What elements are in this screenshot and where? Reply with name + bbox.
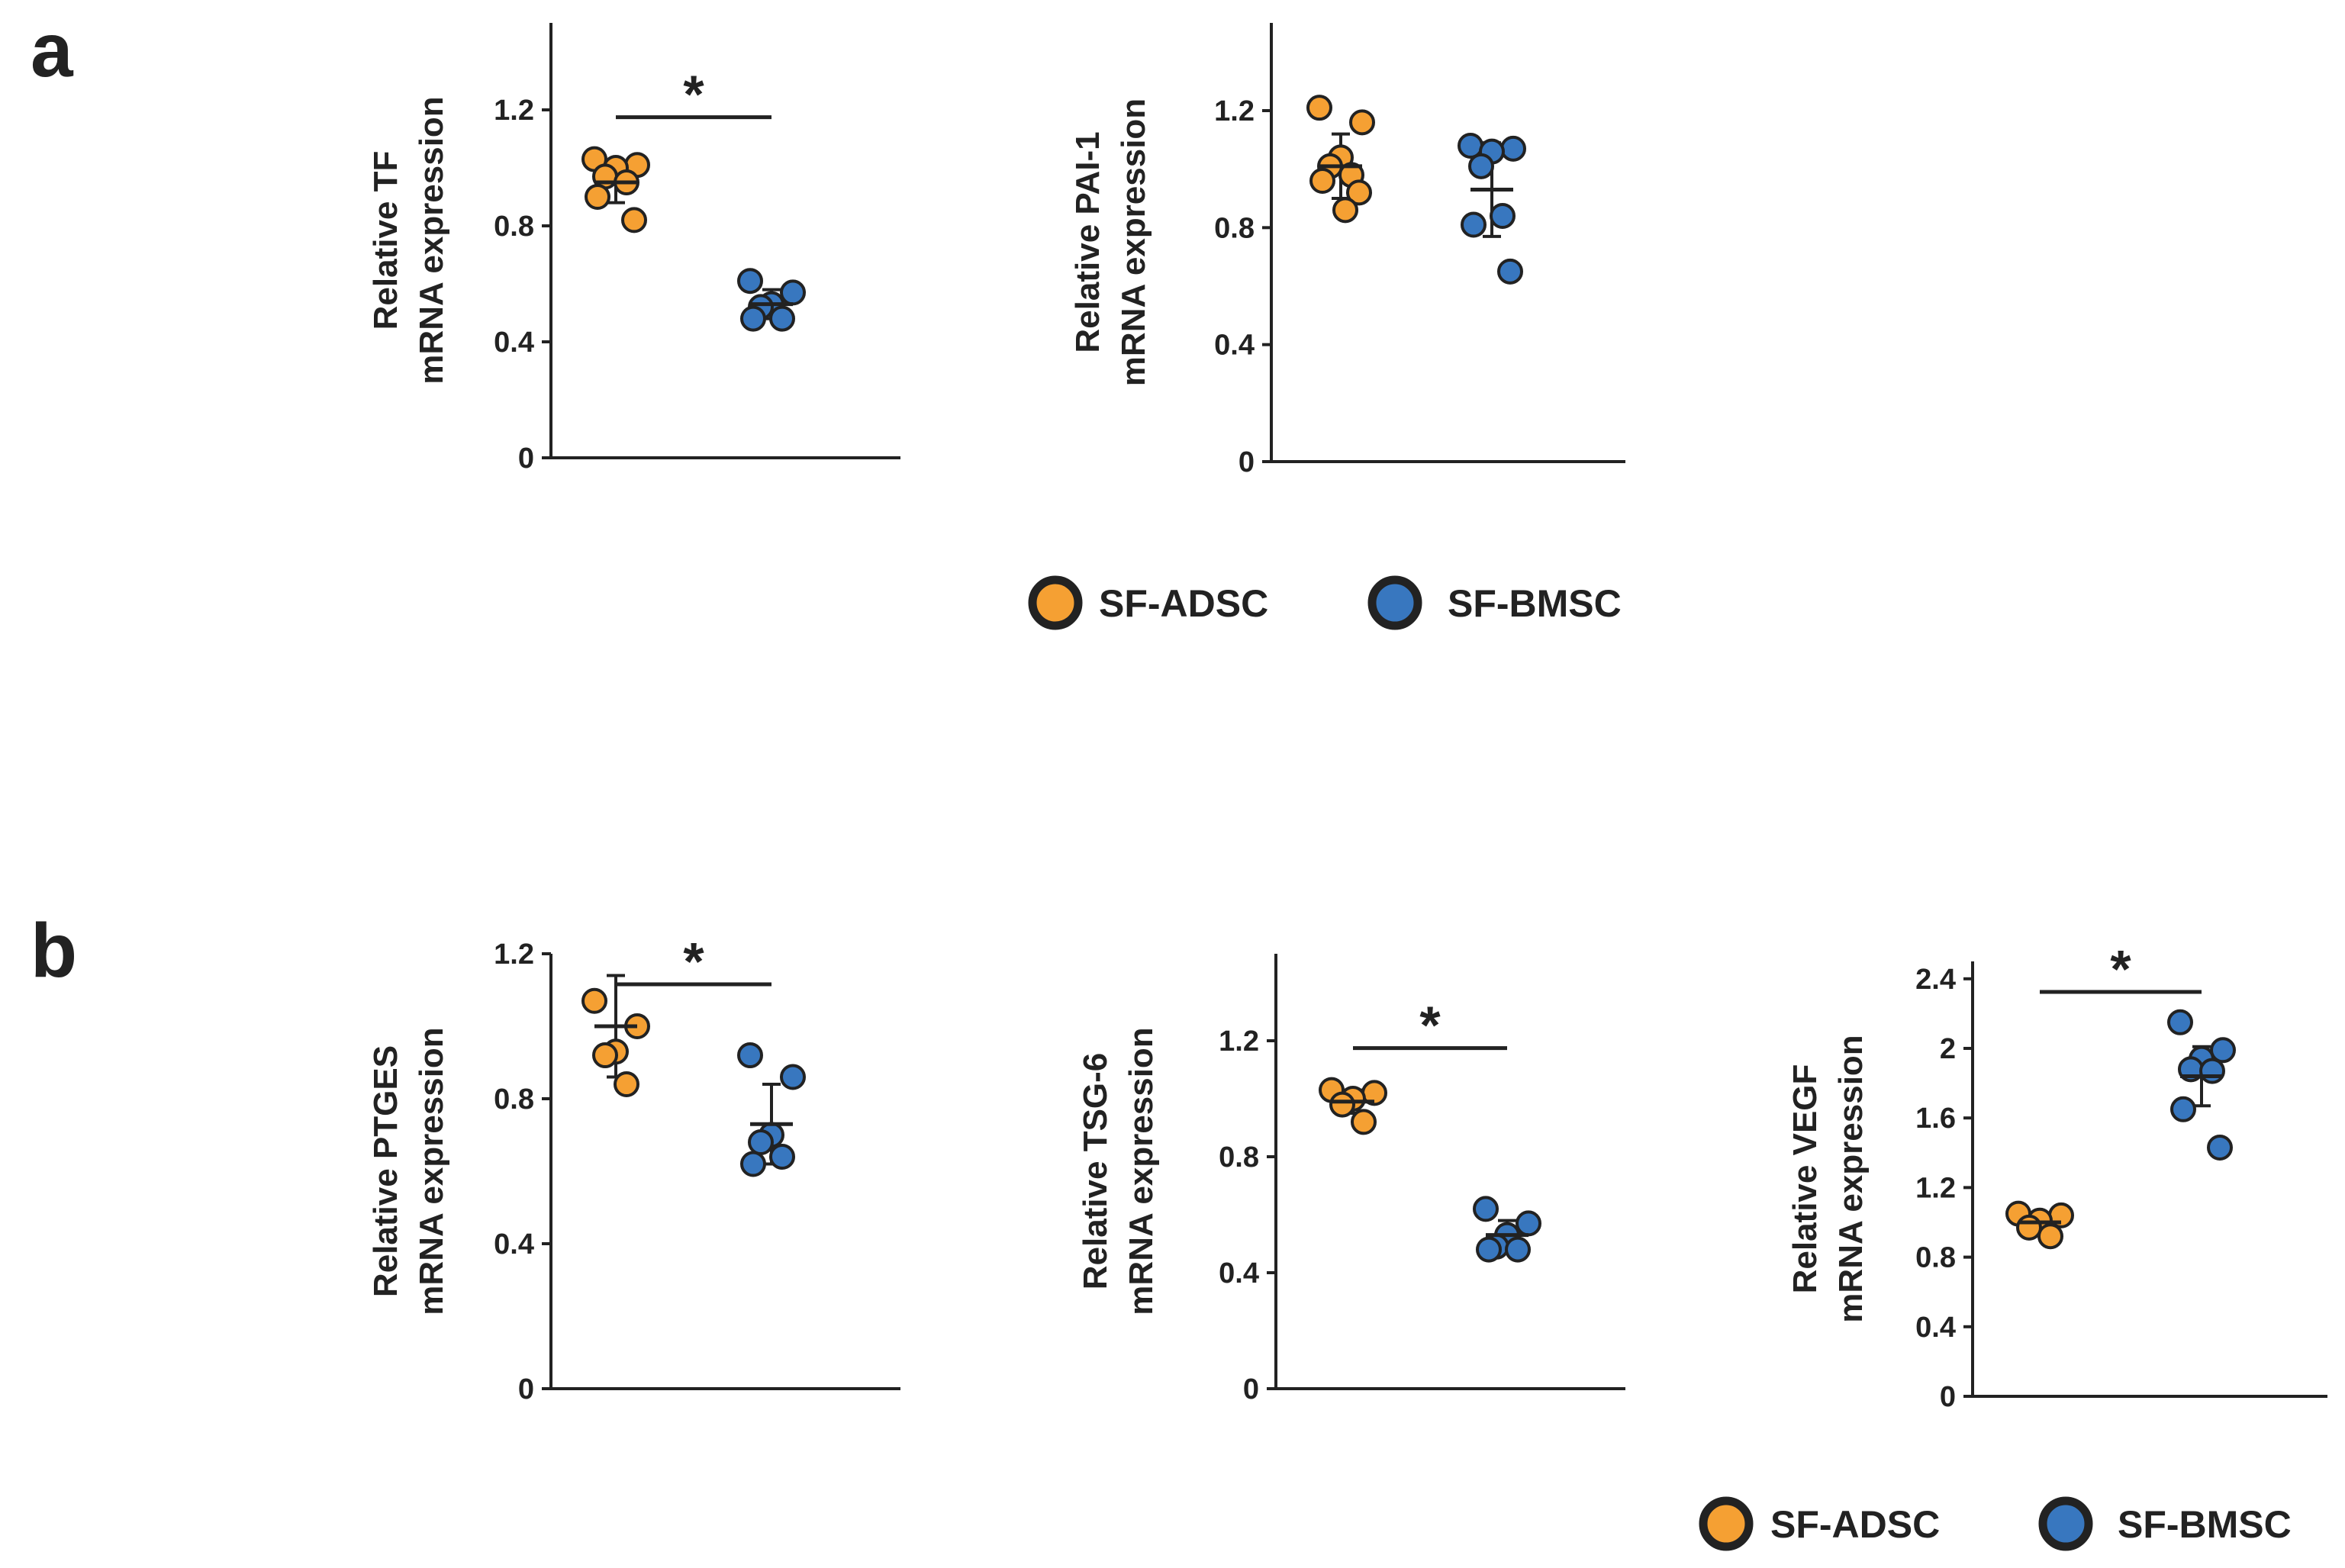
point-sf-adsc bbox=[1329, 1091, 1355, 1118]
legend-marker-sf-bmsc bbox=[2038, 1496, 2093, 1551]
point-sf-bmsc bbox=[1473, 1196, 1499, 1222]
y-tick-label: 0.4 bbox=[494, 1228, 534, 1261]
point-sf-bmsc bbox=[737, 268, 763, 295]
point-sf-bmsc bbox=[1505, 1236, 1531, 1263]
legend-marker-sf-adsc bbox=[1699, 1496, 1754, 1551]
point-sf-bmsc bbox=[1476, 1236, 1502, 1263]
point-sf-bmsc bbox=[769, 1144, 795, 1170]
y-tick-label: 0 bbox=[1243, 1373, 1259, 1405]
y-axis-label: Relative PAI-1 bbox=[1069, 131, 1106, 353]
y-axis-label: Relative TF bbox=[367, 151, 404, 330]
y-tick-label: 0.4 bbox=[1214, 330, 1255, 362]
point-sf-adsc bbox=[2037, 1223, 2063, 1250]
y-tick-label: 2 bbox=[1940, 1033, 1956, 1065]
chart-4: 0 0.4 0.8 1.2 Relative TSG-6 mRNA expression * bbox=[1077, 954, 1625, 1405]
legend-top: SF-ADSC SF-BMSC bbox=[1028, 575, 1622, 630]
point-sf-bmsc bbox=[2199, 1058, 2225, 1084]
y-tick-label: 0.8 bbox=[494, 211, 534, 243]
point-sf-adsc bbox=[1306, 95, 1332, 121]
y-axis-label: mRNA expression bbox=[413, 1027, 450, 1315]
legend-bottom: SF-ADSC SF-BMSC bbox=[1699, 1496, 2292, 1551]
y-axis-label: mRNA expression bbox=[1115, 98, 1152, 386]
y-axis-label: mRNA expression bbox=[413, 96, 450, 384]
y-axis-label: Relative VEGF bbox=[1786, 1064, 1824, 1294]
point-sf-adsc bbox=[1349, 109, 1375, 136]
significance-star: * bbox=[683, 932, 704, 991]
y-tick-label: 2.4 bbox=[1915, 964, 1956, 996]
point-sf-bmsc bbox=[1516, 1210, 1541, 1237]
point-sf-adsc bbox=[592, 1042, 618, 1068]
point-sf-adsc bbox=[581, 987, 607, 1014]
point-sf-bmsc bbox=[748, 1129, 774, 1155]
legend-label-sf-adsc: SF-ADSC bbox=[1770, 1503, 1940, 1546]
point-sf-bmsc bbox=[1497, 258, 1523, 285]
point-sf-bmsc bbox=[2210, 1037, 2236, 1064]
y-tick-label: 0.8 bbox=[1219, 1141, 1259, 1174]
point-sf-adsc bbox=[614, 1071, 639, 1097]
legend-marker-sf-adsc bbox=[1028, 575, 1083, 630]
legend-marker-sf-bmsc bbox=[1367, 575, 1422, 630]
legend-label-sf-adsc: SF-ADSC bbox=[1099, 582, 1268, 625]
chart-2: 0 0.4 0.8 1.2 Relative PAI-1 mRNA expression bbox=[1069, 23, 1625, 478]
significance-star: * bbox=[683, 65, 704, 124]
point-sf-adsc bbox=[621, 207, 647, 233]
y-tick-label: 1.2 bbox=[1219, 1025, 1259, 1058]
point-sf-adsc bbox=[1346, 179, 1372, 206]
y-tick-label: 0.8 bbox=[1915, 1242, 1956, 1274]
y-axis-label: Relative PTGES bbox=[367, 1045, 404, 1297]
point-sf-adsc bbox=[1309, 168, 1335, 194]
chart-5: 0 0.4 0.8 1.2 1.6 2 2.4 Relative VEGF mRNA expre… bbox=[1786, 939, 2327, 1413]
point-sf-bmsc bbox=[1490, 203, 1516, 229]
y-tick-label: 1.2 bbox=[494, 939, 534, 971]
y-tick-label: 1.2 bbox=[1214, 95, 1255, 127]
significance-star: * bbox=[2110, 939, 2131, 999]
y-tick-label: 0 bbox=[1239, 446, 1255, 478]
point-sf-adsc bbox=[1351, 1109, 1377, 1135]
point-sf-bmsc bbox=[2167, 1009, 2193, 1035]
point-sf-bmsc bbox=[769, 305, 795, 332]
point-sf-adsc bbox=[2016, 1214, 2042, 1241]
point-sf-adsc bbox=[1332, 197, 1358, 224]
legend-label-sf-bmsc: SF-BMSC bbox=[1448, 582, 1622, 625]
chart-1: 0 0.4 0.8 1.2 Relative TF mRNA expression * bbox=[367, 23, 900, 475]
point-sf-bmsc bbox=[740, 1151, 766, 1177]
panel-label-a: a bbox=[31, 8, 74, 93]
y-axis-label: Relative TSG-6 bbox=[1077, 1053, 1114, 1290]
legend-label-sf-bmsc: SF-BMSC bbox=[2118, 1503, 2292, 1546]
y-tick-label: 0.4 bbox=[1219, 1257, 1259, 1289]
y-tick-label: 1.6 bbox=[1915, 1103, 1956, 1135]
y-axis-label: mRNA expression bbox=[1832, 1035, 1870, 1322]
y-tick-label: 0.8 bbox=[1214, 212, 1255, 244]
point-sf-bmsc bbox=[780, 1064, 806, 1090]
panel-label-b: b bbox=[31, 908, 77, 993]
y-tick-label: 1.2 bbox=[1915, 1172, 1956, 1204]
y-tick-label: 0.8 bbox=[494, 1083, 534, 1116]
point-sf-bmsc bbox=[2207, 1134, 2233, 1161]
point-sf-bmsc bbox=[737, 1042, 763, 1068]
point-sf-bmsc bbox=[1461, 211, 1487, 238]
y-tick-label: 0 bbox=[518, 1373, 534, 1405]
y-tick-label: 0.4 bbox=[1915, 1312, 1956, 1344]
chart-3: 0 0.4 0.8 1.2 Relative PTGES mRNA expression * bbox=[367, 932, 900, 1405]
point-sf-adsc bbox=[585, 184, 610, 210]
y-tick-label: 0 bbox=[1940, 1381, 1956, 1413]
y-tick-label: 1.2 bbox=[494, 95, 534, 127]
point-sf-bmsc bbox=[2170, 1096, 2196, 1122]
point-sf-bmsc bbox=[740, 305, 766, 332]
y-tick-label: 0.4 bbox=[494, 327, 534, 359]
point-sf-bmsc bbox=[780, 279, 806, 306]
significance-star: * bbox=[1419, 996, 1441, 1055]
point-sf-bmsc bbox=[1468, 153, 1494, 179]
point-sf-bmsc bbox=[1500, 135, 1526, 162]
y-tick-label: 0 bbox=[518, 443, 534, 475]
y-axis-label: mRNA expression bbox=[1123, 1027, 1160, 1315]
